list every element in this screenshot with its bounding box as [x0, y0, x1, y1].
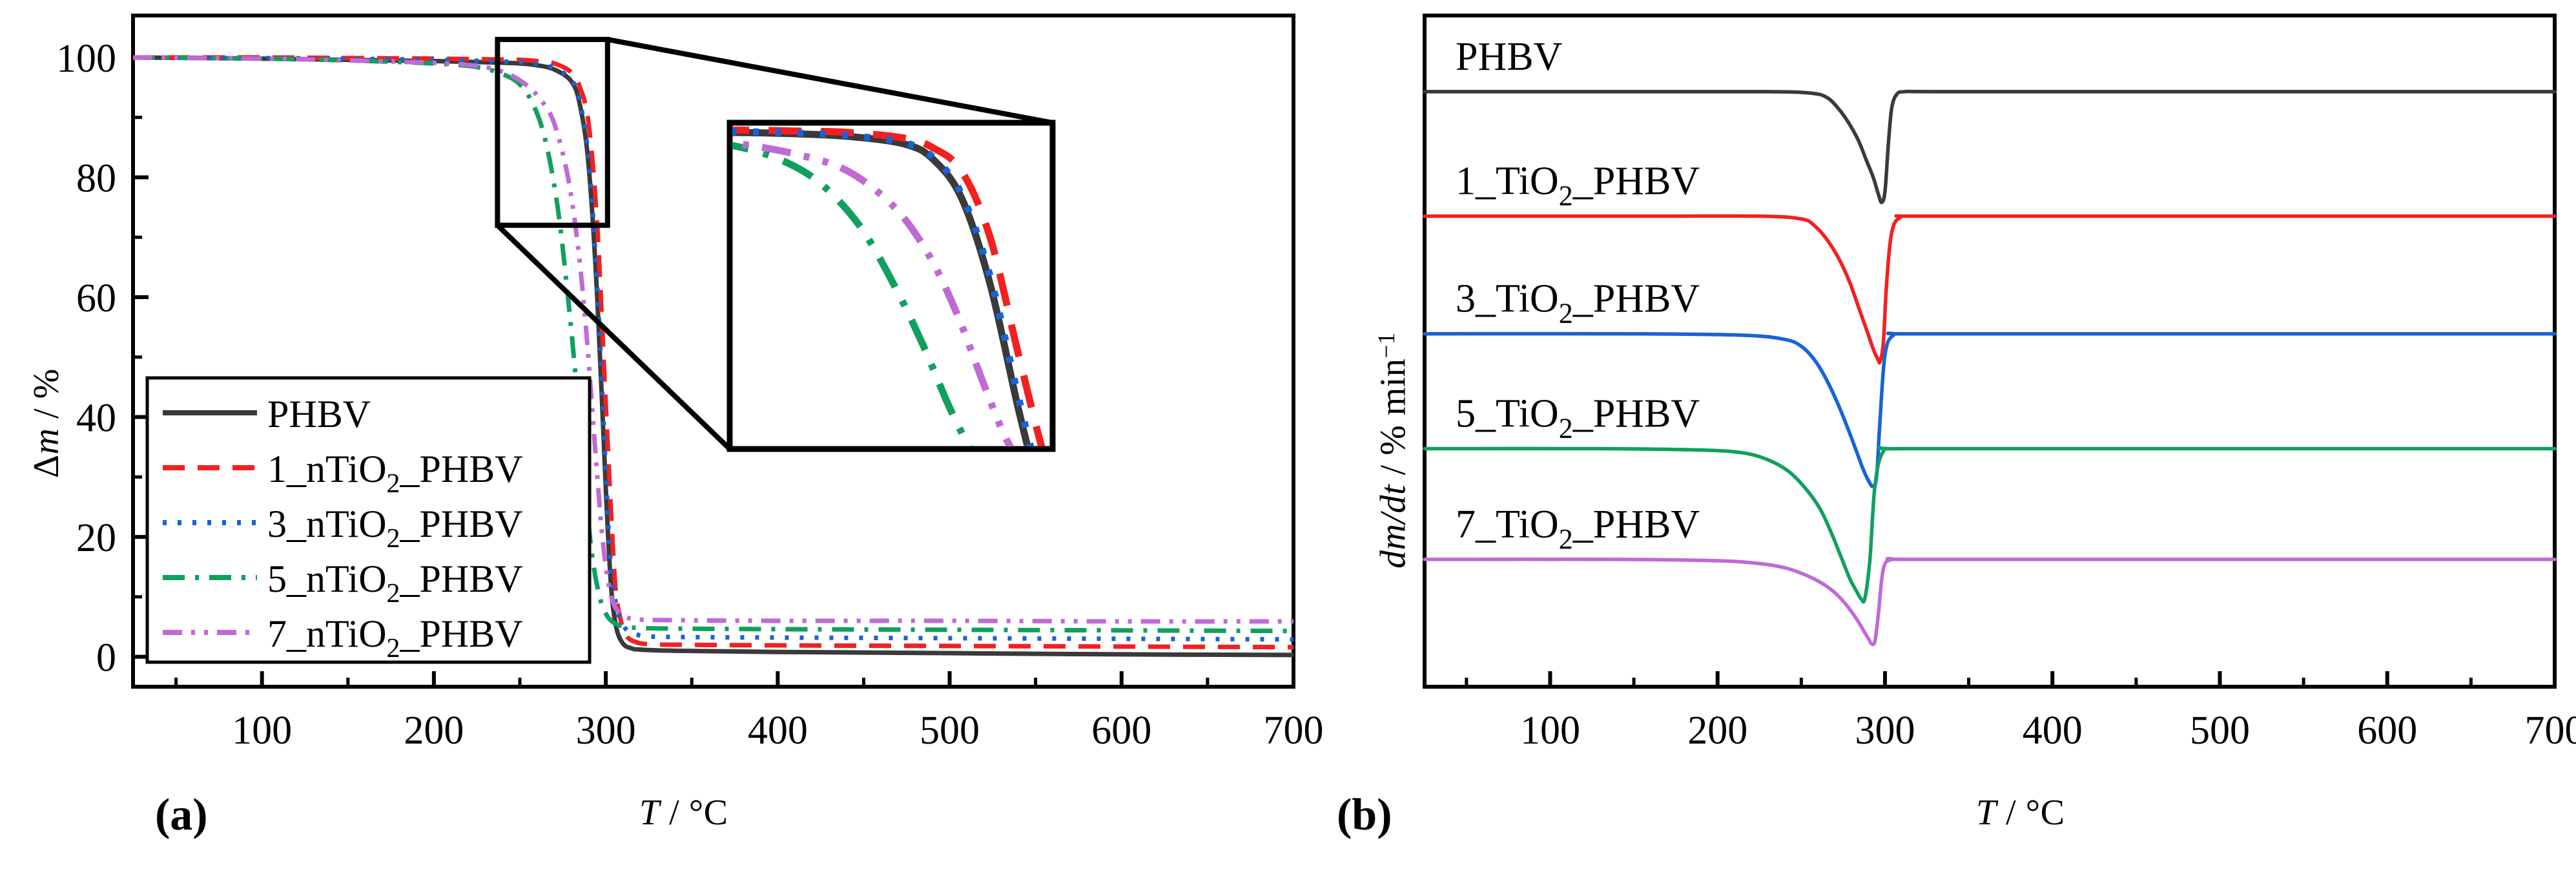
curve-label: 7_TiO2_PHBV [1456, 503, 1700, 555]
svg-text:400: 400 [748, 709, 808, 753]
svg-text:200: 200 [1687, 709, 1747, 753]
panel-b-dtg: 100 200 300 400 500 600 700 PHBV 1_TiO2_PHBV 3_Ti… [1324, 0, 2576, 876]
y-axis-t-b: t [1373, 484, 1414, 495]
svg-text:200: 200 [404, 709, 464, 753]
legend-label: 7_nTiO2_PHBV [267, 612, 523, 663]
y-axis-unit-a: / % [26, 368, 67, 428]
curve-label: 3_TiO2_PHBV [1456, 277, 1700, 329]
panel-b-tag: (b) [1337, 790, 1392, 840]
y-axis-var-a: m [26, 428, 67, 455]
svg-text:300: 300 [1855, 709, 1915, 753]
x-axis-unit-b: / °C [1996, 793, 2065, 833]
y-axis-m-b: m [1373, 523, 1414, 550]
svg-text:100: 100 [56, 37, 116, 81]
legend-label: PHBV [267, 393, 371, 435]
curve-label: PHBV [1456, 35, 1563, 79]
curve-label: 1_TiO2_PHBV [1456, 160, 1700, 212]
svg-text:500: 500 [2190, 709, 2250, 753]
panel-b-plot: 100 200 300 400 500 600 700 PHBV 1_TiO2_PHBV 3_Ti… [1423, 14, 2576, 753]
panel-a-y-axis-label: Δm / % [26, 368, 67, 478]
panel-a-tag: (a) [155, 790, 208, 840]
legend-label: 3_nTiO2_PHBV [267, 503, 523, 554]
svg-text:20: 20 [76, 516, 116, 560]
svg-text:600: 600 [2357, 709, 2417, 753]
panel-b-y-axis-label: dm/dt / % min−1 [1372, 332, 1414, 568]
x-axis-var-a: T [639, 793, 660, 833]
panel-b-x-axis-label: T / °C [1976, 792, 2065, 833]
svg-text:400: 400 [2023, 709, 2083, 753]
legend-label: 1_nTiO2_PHBV [267, 448, 523, 499]
svg-text:0: 0 [96, 636, 116, 680]
panel-a-tga: 100 200 300 400 500 600 700 0 20 40 60 80 100 PHBV 1_n… [26, 14, 1324, 840]
svg-text:40: 40 [76, 397, 116, 441]
y-axis-exponent-b: −1 [1373, 332, 1399, 359]
svg-text:80: 80 [76, 156, 116, 200]
y-axis-unit-b: / % min [1373, 358, 1414, 485]
panel-a-plot: 100 200 300 400 500 600 700 0 20 40 60 80 100 PHBV 1_n… [56, 14, 1324, 753]
curve-label: 5_TiO2_PHBV [1456, 392, 1700, 444]
svg-text:500: 500 [920, 709, 980, 753]
legend-label: 5_nTiO2_PHBV [267, 558, 523, 609]
svg-text:100: 100 [1520, 709, 1580, 753]
x-axis-unit-a: / °C [659, 793, 728, 833]
svg-text:60: 60 [76, 276, 116, 320]
x-axis-var-b: T [1976, 793, 1997, 833]
svg-text:700: 700 [2525, 709, 2576, 753]
y-axis-d2-b: /d [1373, 494, 1414, 524]
svg-text:300: 300 [576, 709, 636, 753]
svg-text:700: 700 [1264, 709, 1324, 753]
svg-text:100: 100 [232, 709, 292, 753]
svg-text:600: 600 [1091, 709, 1151, 753]
panel-a-x-axis-label: T / °C [639, 792, 728, 833]
y-axis-d1-b: d [1373, 550, 1414, 569]
